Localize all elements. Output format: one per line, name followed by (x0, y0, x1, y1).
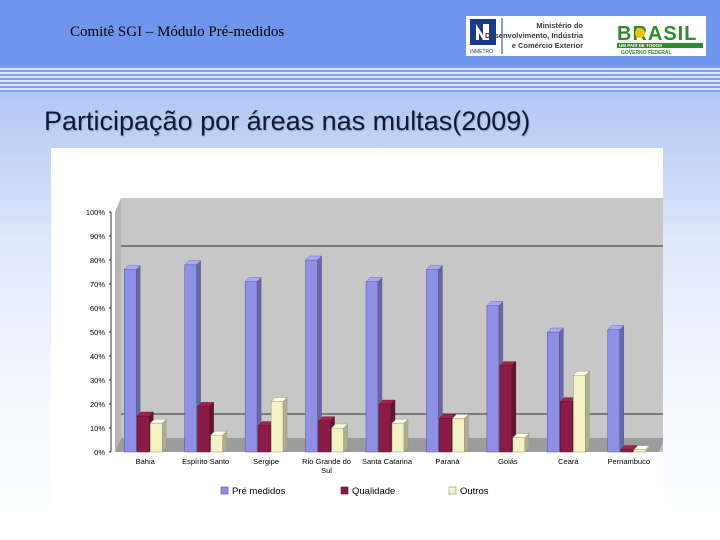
bar-2-8 (633, 449, 647, 453)
bar-side-2-6 (524, 433, 530, 453)
legend-swatch-2 (448, 486, 457, 495)
legend-label-2: Outros (460, 486, 489, 497)
x-tick-label: Santa Catarina (362, 457, 413, 466)
bar-side-0-8 (619, 325, 624, 453)
brasil-wordmark: BRASIL (617, 23, 697, 45)
bar-2-7 (573, 374, 586, 453)
bar-2-5 (452, 418, 465, 453)
bar-2-3 (331, 427, 344, 453)
bar-2-2 (270, 401, 284, 453)
header-bar: Comitê SGI – Módulo Pré-medidos INMETRO … (0, 0, 720, 66)
y-tick-label: 70% (90, 280, 105, 289)
x-tick-label: Espírito Santo (182, 457, 229, 466)
bar-2-1 (210, 434, 223, 453)
bar-0-1 (184, 264, 197, 453)
bar-0-2 (244, 281, 258, 453)
brasil-logo: BRASIL UM PAÍS DE TODOS GOVERNO FEDERAL (617, 23, 703, 56)
x-tick-label: Goiás (498, 457, 518, 466)
bar-side-2-7 (585, 370, 590, 453)
x-tick-label: Bahia (136, 457, 156, 466)
bar-1-4 (378, 403, 392, 453)
bar-2-6 (512, 437, 526, 453)
bar-side-2-1 (222, 430, 227, 453)
bar-side-2-3 (343, 423, 348, 453)
bar-0-3 (305, 259, 318, 453)
bar-side-2-5 (464, 413, 469, 453)
y-tick-label: 50% (90, 328, 105, 337)
bar-1-2 (257, 425, 271, 453)
y-tick-label: 0% (94, 448, 105, 457)
brasil-globe-icon (635, 28, 645, 38)
y-tick-label: 60% (90, 304, 105, 313)
bar-1-1 (197, 406, 210, 453)
bar-chart: 0% 10% 20% 30% 40% 50% 60% 70% 80% 90% 100% Bahia E… (86, 198, 665, 497)
brasil-government: GOVERNO FEDERAL (621, 50, 672, 56)
bar-1-3 (318, 420, 331, 453)
y-tick-label: 90% (90, 232, 105, 241)
bar-1-6 (499, 365, 513, 453)
brasil-tagline: UM PAÍS DE TODOS (619, 41, 662, 48)
brasil-band (617, 43, 703, 48)
inmetro-logo-mark (476, 24, 489, 40)
bar-1-5 (439, 418, 452, 453)
bar-0-5 (426, 269, 439, 453)
y-tick-label: 40% (90, 352, 105, 361)
y-tick-label: 30% (90, 376, 105, 385)
inmetro-logo-text: INMETRO (470, 49, 493, 55)
legend-label-0: Pré medidos (232, 486, 286, 497)
legend-swatch-0 (220, 486, 229, 495)
bar-1-8 (620, 449, 634, 453)
x-tick-label: Paraná (435, 457, 460, 466)
header-title: Comitê SGI – Módulo Pré-medidos (70, 24, 285, 40)
x-tick-label: Sergipe (253, 457, 279, 466)
x-tick-label: Ceará (558, 457, 579, 466)
ministry-logo: Ministério do Desenvolvimento, Indústria… (485, 21, 584, 50)
logo-area: INMETRO Ministério do Desenvolvimento, I… (466, 16, 706, 56)
y-axis: 0% 10% 20% 30% 40% 50% 60% 70% 80% 90% 100% (86, 208, 111, 457)
bar-0-7 (547, 331, 560, 453)
bar-1-0 (136, 415, 150, 453)
logos-svg: INMETRO Ministério do Desenvolvimento, I… (470, 18, 703, 56)
x-tick-label: Pernambuco (608, 457, 651, 466)
bar-side-2-8 (645, 445, 650, 453)
bar-side-2-0 (162, 418, 167, 453)
bar-side-2-4 (403, 418, 409, 453)
header-stripes (0, 66, 720, 92)
y-tick-label: 100% (86, 208, 106, 217)
y-tick-label: 20% (90, 400, 105, 409)
bar-0-8 (607, 329, 621, 453)
bar-0-6 (486, 305, 500, 453)
slide-title: Participação por áreas nas multas(2009) (44, 106, 531, 136)
bar-0-0 (123, 269, 137, 453)
bar-2-0 (149, 422, 163, 453)
legend-swatch-1 (340, 486, 349, 495)
bars-group (123, 255, 651, 453)
ministry-line-2: Desenvolvimento, Indústria (485, 31, 584, 40)
legend: Pré medidos Qualidade Outros (220, 486, 489, 497)
bar-1-7 (560, 401, 573, 453)
x-tick-label: Sul (321, 466, 332, 475)
x-axis-labels: Bahia Espírito Santo Sergipe Rio Grande doS… (136, 457, 650, 475)
plot-side-wall (115, 198, 121, 452)
x-tick-label: Rio Grande do (302, 457, 351, 466)
ministry-line-1: Ministério do (536, 21, 583, 30)
y-tick-label: 10% (90, 424, 105, 433)
bar-side-2-2 (282, 397, 288, 453)
y-tick-label: 80% (90, 256, 105, 265)
bar-0-4 (365, 281, 379, 453)
legend-label-1: Qualidade (352, 486, 395, 497)
chart-panel: 0% 10% 20% 30% 40% 50% 60% 70% 80% 90% 100% Bahia E… (51, 148, 665, 516)
bar-2-4 (391, 422, 405, 453)
ministry-line-3: e Comércio Exterior (512, 41, 583, 50)
inmetro-logo: INMETRO (470, 19, 496, 55)
